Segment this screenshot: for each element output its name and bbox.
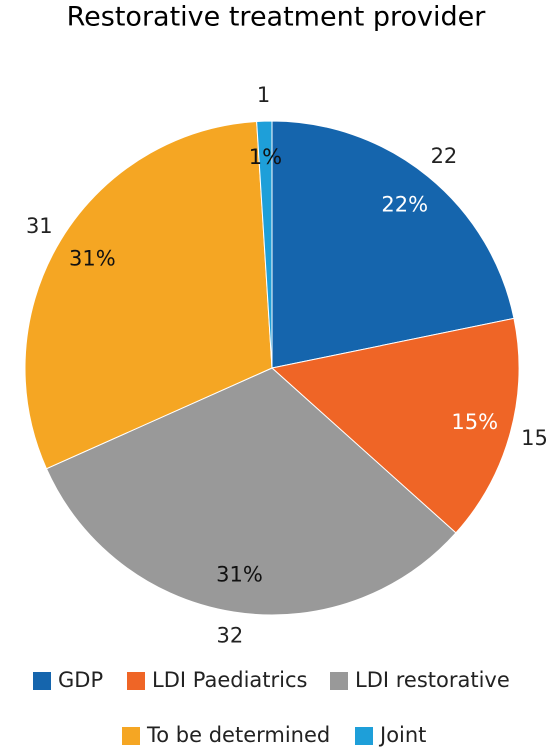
percent-label: 31% <box>69 246 116 270</box>
percent-label: 1% <box>249 145 282 169</box>
legend-swatch <box>127 672 145 690</box>
legend-swatch <box>330 672 348 690</box>
value-label: 1 <box>257 83 270 107</box>
percent-label: 15% <box>451 410 498 434</box>
legend-label: To be determined <box>146 723 330 747</box>
chart-title: Restorative treatment provider <box>67 2 487 33</box>
pie-slice <box>24 120 273 470</box>
value-label: 22 <box>431 144 458 168</box>
legend-swatch <box>33 672 51 690</box>
pie-slice <box>270 317 520 534</box>
legend-label: LDI restorative <box>355 668 510 692</box>
percent-label: 22% <box>381 192 428 216</box>
value-label: 32 <box>217 624 244 648</box>
legend-swatch <box>355 727 373 745</box>
legend-label: GDP <box>58 668 103 692</box>
pie-slice <box>271 120 515 369</box>
legend-label: LDI Paediatrics <box>152 668 307 692</box>
legend-swatch <box>122 727 140 745</box>
value-label: 31 <box>26 214 53 238</box>
pie-slice <box>256 120 273 369</box>
pie-slice <box>45 367 457 616</box>
value-label: 15 <box>521 426 548 450</box>
percent-label: 31% <box>216 562 263 586</box>
legend-label: Joint <box>378 723 426 747</box>
